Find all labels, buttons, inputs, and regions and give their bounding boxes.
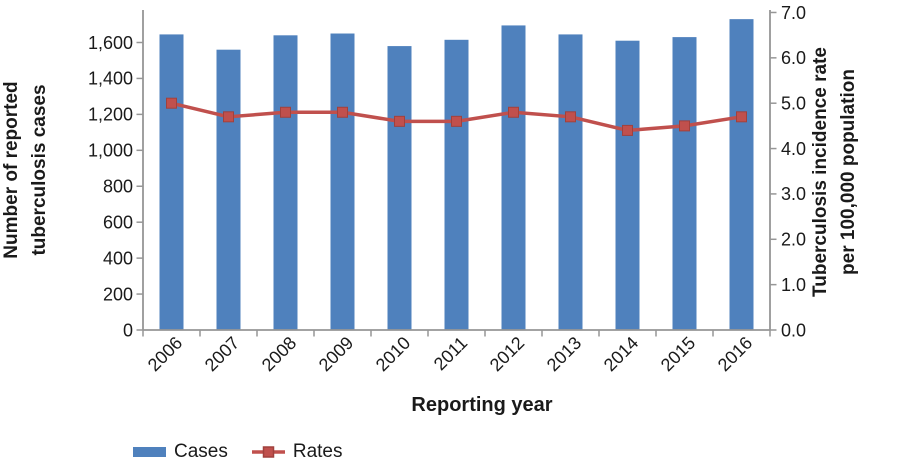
left-tick-label: 600	[103, 212, 133, 232]
rate-marker-2015	[679, 120, 690, 132]
right-tick-label: 0.0	[781, 320, 806, 340]
legend-label-rates: Rates	[292, 441, 343, 462]
left-axis-title: Number of reported tuberculosis cases	[0, 10, 56, 330]
year-label-2010: 2010	[372, 333, 414, 375]
x-axis-title: Reporting year	[411, 394, 553, 416]
bar-2010	[387, 46, 412, 330]
left-tick-label: 800	[103, 177, 133, 197]
year-label-2009: 2009	[315, 333, 357, 375]
left-tick-label: 1,400	[88, 69, 133, 89]
bar-2015	[672, 37, 697, 330]
legend-item-cases: Cases	[133, 441, 228, 463]
year-label-2008: 2008	[258, 333, 300, 375]
left-tick-label: 1,000	[88, 141, 133, 161]
year-label-2007: 2007	[201, 333, 243, 375]
rate-marker-2011	[451, 115, 462, 127]
year-label-2006: 2006	[144, 333, 186, 375]
bar-2011	[444, 39, 469, 330]
year-label-2016: 2016	[714, 333, 756, 375]
rates-line-swatch-icon	[251, 446, 285, 458]
right-tick-label: 6.0	[781, 48, 806, 68]
right-tick-label: 5.0	[781, 94, 806, 114]
legend: Cases Rates	[133, 441, 343, 463]
rate-marker-2012	[508, 106, 519, 118]
rate-marker-2014	[622, 124, 633, 136]
year-label-2013: 2013	[543, 333, 585, 375]
rate-marker-2016	[736, 111, 747, 123]
left-tick-label: 400	[103, 248, 133, 268]
left-axis-title-line1: Number of reported	[1, 81, 22, 259]
bar-2013	[558, 34, 583, 330]
bar-2006	[159, 34, 184, 330]
right-axis-title-line1: Tuberculosis incidence rate	[810, 47, 831, 297]
bar-2012	[501, 25, 526, 330]
year-label-2014: 2014	[600, 333, 642, 375]
legend-label-cases: Cases	[174, 441, 228, 462]
rate-marker-2010	[394, 115, 405, 127]
right-tick-label: 2.0	[781, 230, 806, 250]
right-axis-title: Tuberculosis incidence rate per 100,000 …	[807, 12, 865, 332]
rate-marker-2006	[166, 97, 177, 109]
bar-2009	[330, 33, 355, 330]
rate-marker-2007	[223, 111, 234, 123]
year-label-2011: 2011	[430, 333, 472, 375]
right-tick-label: 3.0	[781, 184, 806, 204]
year-label-2015: 2015	[657, 333, 699, 375]
legend-item-rates: Rates	[251, 441, 343, 463]
left-tick-label: 1,600	[88, 33, 133, 53]
bar-2014	[615, 40, 640, 330]
bar-2007	[216, 49, 241, 330]
right-tick-label: 4.0	[781, 139, 806, 159]
rate-marker-2008	[280, 106, 291, 118]
bar-2016	[729, 19, 754, 330]
cases-bar-swatch-icon	[133, 447, 166, 457]
bar-2008	[273, 35, 298, 330]
right-tick-label: 1.0	[781, 275, 806, 295]
left-tick-label: 1,200	[88, 105, 133, 125]
left-tick-label: 200	[103, 284, 133, 304]
rate-marker-2009	[337, 106, 348, 118]
left-tick-label: 0	[123, 320, 133, 340]
right-axis-title-line2: per 100,000 population	[838, 69, 859, 275]
right-tick-label: 7.0	[781, 3, 806, 23]
left-axis-title-line2: tuberculosis cases	[29, 84, 50, 256]
rate-marker-2013	[565, 111, 576, 123]
year-label-2012: 2012	[486, 333, 528, 375]
